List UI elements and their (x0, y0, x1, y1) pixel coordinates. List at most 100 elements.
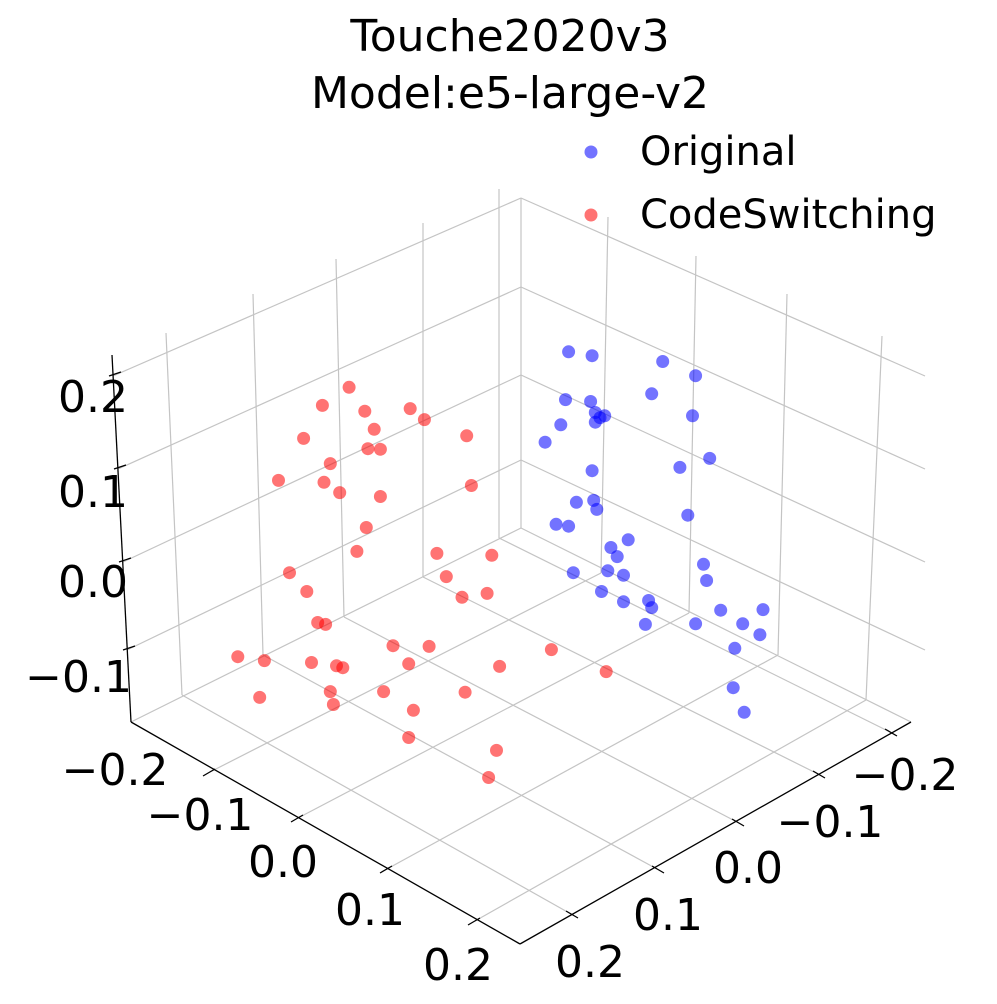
point-codeswitching (402, 657, 416, 671)
y-axis-tick (565, 910, 579, 919)
point-codeswitching (333, 486, 347, 500)
point-codeswitching (439, 570, 453, 584)
point-codeswitching (342, 380, 356, 394)
gridline-floor (181, 694, 572, 915)
point-original (689, 369, 703, 383)
point-codeswitching (482, 771, 496, 784)
point-codeswitching (297, 431, 311, 445)
legend-label-original: Original (640, 129, 797, 175)
x-axis-line (130, 721, 521, 945)
gridline-left-wall-horizontal (112, 197, 522, 377)
point-codeswitching (359, 521, 373, 534)
point-original (569, 495, 583, 509)
x-tick-label: 0.2 (423, 940, 493, 991)
point-original (588, 415, 602, 429)
gridline-left-wall-horizontal (122, 374, 522, 563)
pane-edge-right-floor (520, 527, 912, 723)
point-codeswitching (257, 654, 271, 668)
x-tick-label: 0.1 (335, 885, 405, 936)
point-original (737, 705, 751, 719)
gridline-floor (386, 654, 779, 870)
x-axis-tick (290, 814, 304, 823)
point-original (585, 349, 599, 363)
point-codeswitching (361, 442, 375, 456)
point-original (604, 541, 618, 554)
point-codeswitching (373, 490, 387, 503)
gridline-left-wall-horizontal (117, 286, 522, 470)
point-original (621, 533, 635, 547)
point-codeswitching (367, 422, 381, 436)
point-codeswitching (464, 479, 478, 492)
point-original (681, 508, 695, 522)
axes (108, 354, 912, 945)
gridline-floor (262, 654, 658, 870)
point-codeswitching (300, 585, 314, 598)
point-codeswitching (485, 548, 499, 562)
point-codeswitching (315, 398, 329, 412)
x-tick-label: 0.0 (248, 837, 318, 888)
point-codeswitching (406, 703, 420, 717)
chart-title-line-1: Touche2020v3 (350, 11, 670, 62)
point-codeswitching (358, 404, 372, 418)
point-codeswitching (599, 665, 613, 679)
y-tick-label: 0.0 (713, 843, 783, 894)
legend: Original CodeSwitching (584, 129, 937, 238)
point-codeswitching (403, 402, 417, 416)
point-original (686, 409, 699, 423)
point-codeswitching (326, 698, 340, 711)
chart-title-line-2: Model:e5-large-v2 (310, 68, 710, 119)
point-original (610, 550, 624, 564)
point-codeswitching (253, 690, 267, 704)
point-codeswitching (493, 659, 507, 673)
point-codeswitching (231, 650, 245, 664)
legend-label-codeswitching: CodeSwitching (640, 192, 937, 238)
gridline-right-wall-horizontal (520, 286, 926, 470)
point-codeswitching (377, 685, 391, 699)
x-axis-tick (467, 917, 481, 926)
point-original (689, 617, 703, 631)
point-original (714, 603, 728, 617)
gridline-left-wall-horizontal (126, 459, 522, 651)
y-axis-tick (812, 770, 826, 779)
x-tick-label: −0.2 (62, 745, 169, 796)
point-codeswitching (386, 639, 400, 653)
point-original (645, 601, 659, 615)
y-tick-label: −0.1 (777, 797, 884, 848)
point-codeswitching (336, 661, 350, 675)
data-points (231, 345, 770, 784)
gridline-right-wall-horizontal (520, 197, 926, 377)
point-codeswitching (402, 731, 416, 744)
legend-marker-codeswitching (584, 208, 598, 222)
point-original (559, 393, 572, 407)
gridline-left-wall-vertical (165, 332, 183, 696)
gridline-right-wall-vertical (688, 255, 697, 614)
point-codeswitching (323, 457, 337, 471)
gridline-right-wall-vertical (865, 335, 883, 701)
z-axis-tick (122, 645, 136, 651)
point-original (554, 418, 568, 432)
gridline-floor (422, 576, 819, 775)
point-codeswitching (319, 617, 333, 631)
gridline-right-wall-vertical (777, 293, 788, 656)
x-axis-tick (202, 768, 216, 777)
point-codeswitching (422, 639, 436, 653)
point-codeswitching (272, 473, 285, 487)
gridline-floor (209, 572, 602, 773)
tick-labels: 0.20.10.0−0.1−0.2−0.10.00.10.2−0.2−0.10.… (25, 372, 958, 991)
gridline-left-wall-vertical (335, 258, 345, 618)
point-original (656, 355, 670, 368)
point-original (538, 435, 552, 449)
chart-title: Touche2020v3 Model:e5-large-v2 (0, 8, 997, 122)
gridline-right-wall-horizontal (520, 374, 926, 563)
y-tick-label: 0.2 (555, 937, 625, 988)
point-codeswitching (350, 544, 364, 558)
y-tick-label: 0.1 (633, 890, 703, 941)
z-tick-label: 0.1 (58, 467, 128, 518)
point-codeswitching (458, 685, 472, 699)
x-tick-label: −0.1 (147, 790, 254, 841)
gridline-floor (297, 612, 690, 819)
point-codeswitching (480, 586, 494, 600)
point-codeswitching (305, 656, 318, 669)
point-original (645, 387, 659, 401)
